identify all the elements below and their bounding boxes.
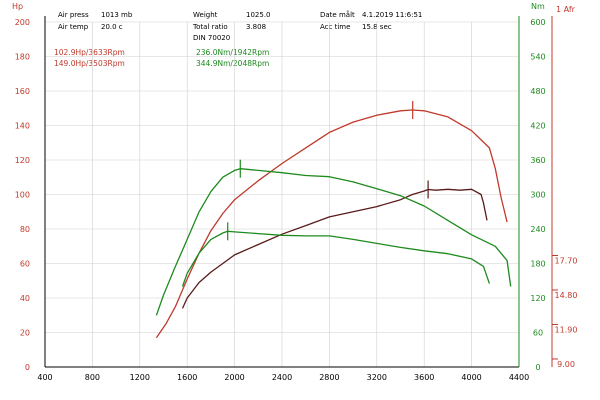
hp-tick-label: 180 — [15, 53, 30, 62]
legend-entry-nm-low: 236.0Nm/1942Rpm — [196, 48, 269, 57]
hp-tick-label: 80 — [20, 225, 30, 234]
x-tick-label: 2000 — [224, 373, 244, 382]
afr-axis-label: 1 Afr — [556, 5, 576, 14]
air-press-value: 1013 mb — [101, 11, 133, 19]
x-tick-label: 4000 — [461, 373, 481, 382]
hp-tick-label: 40 — [20, 294, 30, 303]
x-tick-label: 2400 — [272, 373, 292, 382]
nm-tick-label: 600 — [530, 18, 545, 27]
nm-tick-label: 240 — [530, 225, 545, 234]
air-temp-value: 20.0 c — [101, 23, 123, 31]
total-ratio-value: 3.808 — [246, 23, 266, 31]
air-press-label: Air press — [58, 11, 89, 19]
legend-entry-hp-high: 149.0Hp/3503Rpm — [54, 59, 125, 68]
hp-tick-label: 0 — [25, 363, 30, 372]
hp-axis-label: Hp — [12, 2, 23, 11]
nm-tick-label: 480 — [530, 87, 545, 96]
x-tick-label: 4400 — [509, 373, 529, 382]
hp-tick-label: 100 — [15, 191, 30, 200]
grid — [44, 21, 520, 368]
series-line-nm-2 — [155, 168, 512, 316]
hp-tick-label: 60 — [20, 260, 30, 269]
x-tick-label: 1200 — [130, 373, 150, 382]
tick-labels: 400 800 1200 1600 2000 2400 2800 3200 3600 4000 44… — [15, 18, 578, 382]
nm-tick-label: 60 — [533, 329, 543, 338]
acc-time-label: Acc time — [320, 23, 350, 31]
series-line-hp-1 — [181, 188, 488, 309]
nm-axis-label: Nm — [531, 2, 545, 11]
weight-label: Weight — [193, 11, 218, 19]
axes — [44, 16, 553, 368]
x-tick-label: 2800 — [319, 373, 339, 382]
nm-tick-label: 0 — [535, 363, 540, 372]
hp-tick-label: 20 — [20, 329, 30, 338]
nm-tick-label: 120 — [530, 294, 545, 303]
x-tick-label: 3600 — [414, 373, 434, 382]
nm-tick-label: 360 — [530, 156, 545, 165]
series-lines — [155, 109, 512, 339]
air-temp-label: Air temp — [58, 23, 89, 31]
nm-tick-label: 180 — [530, 260, 545, 269]
total-ratio-label: Total ratio — [192, 23, 228, 31]
x-tick-label: 400 — [37, 373, 52, 382]
hp-tick-label: 120 — [15, 156, 30, 165]
legend: 102.9Hp/3633Rpm 149.0Hp/3503Rpm 236.0Nm/… — [54, 48, 269, 68]
hp-tick-label: 200 — [15, 18, 30, 27]
date-label: Date målt — [320, 10, 355, 19]
nm-tick-label: 300 — [530, 191, 545, 200]
header-info: Air press 1013 mb Air temp 20.0 c Weight… — [58, 10, 422, 42]
afr-tick-label: 17.70 — [555, 257, 578, 266]
series-line-hp-0 — [155, 109, 508, 339]
nm-tick-label: 540 — [530, 53, 545, 62]
afr-tick-label: 9.00 — [557, 360, 575, 369]
x-tick-label: 800 — [85, 373, 100, 382]
x-tick-label: 3200 — [367, 373, 387, 382]
hp-tick-label: 160 — [15, 87, 30, 96]
legend-entry-nm-high: 344.9Nm/2048Rpm — [196, 59, 269, 68]
afr-tick-label: 14.80 — [555, 291, 578, 300]
series-line-nm-3 — [181, 230, 491, 287]
nm-tick-label: 420 — [530, 122, 545, 131]
x-tick-label: 1600 — [177, 373, 197, 382]
date-value: 4.1.2019 11:6:51 — [362, 11, 422, 19]
din-label: DIN 70020 — [193, 34, 230, 42]
peak-markers — [227, 100, 429, 241]
weight-value: 1025.0 — [246, 11, 271, 19]
hp-tick-label: 140 — [15, 122, 30, 131]
legend-entry-hp-low: 102.9Hp/3633Rpm — [54, 48, 125, 57]
afr-tick-label: 11.90 — [555, 326, 578, 335]
